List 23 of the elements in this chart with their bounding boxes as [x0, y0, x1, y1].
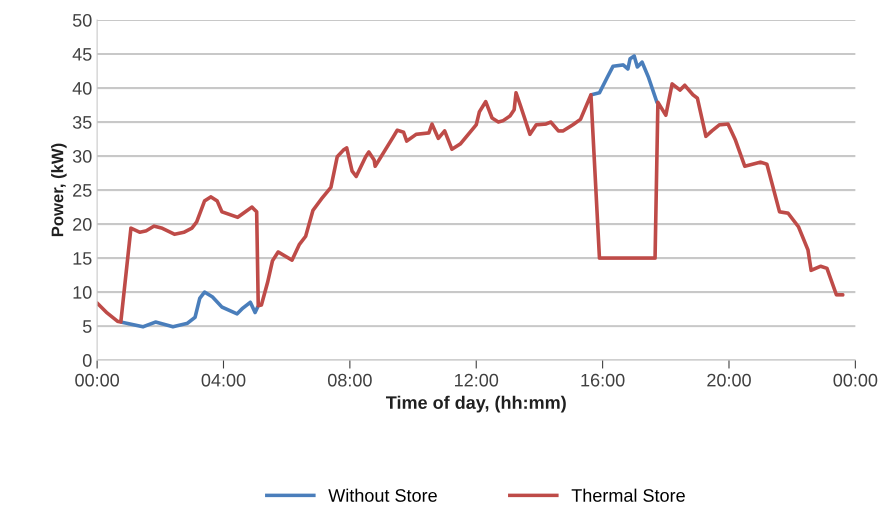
- x-axis-title: Time of day, (hh:mm): [386, 396, 566, 413]
- x-tick-label: 00:00: [833, 374, 878, 387]
- y-tick-label: 25: [73, 184, 92, 197]
- x-tick-label: 08:00: [328, 374, 372, 387]
- y-tick-label: 35: [72, 116, 92, 129]
- y-tick-label: 45: [72, 48, 92, 61]
- x-tick-label: 12:00: [455, 374, 498, 387]
- x-tick-label: 16:00: [581, 374, 624, 387]
- y-tick-label: 5: [82, 320, 92, 333]
- legend-label: Thermal Store: [572, 488, 685, 502]
- x-tick-label: 20:00: [707, 374, 751, 387]
- y-tick-label: 15: [74, 252, 92, 265]
- y-tick-label: 30: [72, 150, 92, 163]
- y-axis-title: Power, (kW): [51, 144, 67, 236]
- line-series: [97, 82, 845, 324]
- legend-label: Without Store: [328, 488, 437, 502]
- y-tick-label: 10: [74, 286, 92, 299]
- y-tick-label: 20: [73, 218, 92, 231]
- x-tick-label: 00:00: [75, 374, 120, 387]
- y-tick-label: 50: [72, 14, 92, 27]
- x-tick-label: 04:00: [202, 374, 246, 387]
- y-tick-label: 0: [82, 354, 92, 367]
- y-tick-label: 40: [72, 82, 92, 95]
